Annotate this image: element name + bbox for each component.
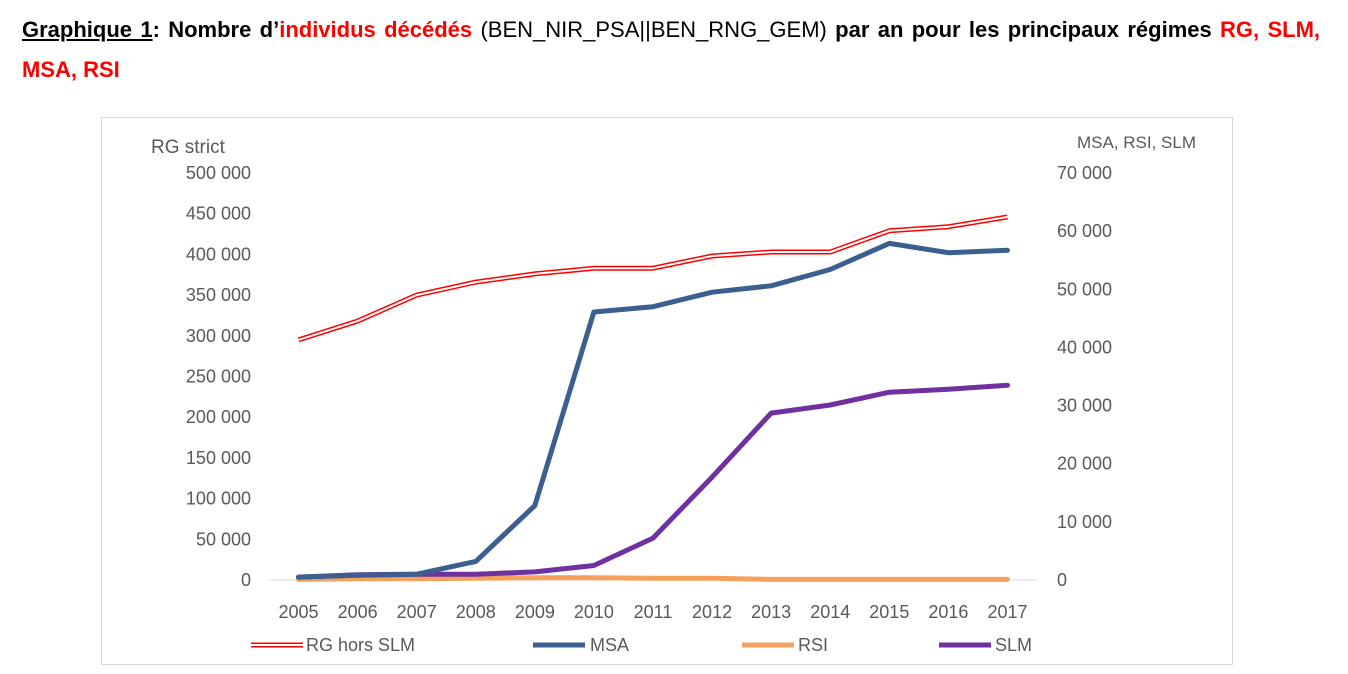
caption-label: Graphique 1 <box>22 17 153 42</box>
chart-caption: Graphique 1: Nombre d’individus décédés … <box>22 10 1320 90</box>
caption-highlight-regimes: RG, SLM, MSA, RSI <box>22 17 1321 82</box>
legend-label-rsi: RSI <box>798 635 828 655</box>
left-tick-label: 150 000 <box>186 448 251 468</box>
x-tick-label: 2008 <box>456 602 496 622</box>
x-tick-label: 2013 <box>751 602 791 622</box>
right-tick-label: 60 000 <box>1057 221 1112 241</box>
x-tick-label: 2015 <box>869 602 909 622</box>
legend-label-slm: SLM <box>995 635 1032 655</box>
left-tick-label: 350 000 <box>186 285 251 305</box>
right-tick-label: 70 000 <box>1057 163 1112 183</box>
right-axis-title: MSA, RSI, SLM <box>1077 133 1196 152</box>
left-tick-label: 300 000 <box>186 326 251 346</box>
x-tick-label: 2005 <box>279 602 319 622</box>
series-line-msa <box>296 240 1010 580</box>
series-line-rg-hors-slm-inner <box>298 216 1008 341</box>
x-tick-label: 2006 <box>338 602 378 622</box>
right-tick-label: 40 000 <box>1057 337 1112 357</box>
left-axis-title: RG strict <box>151 137 226 158</box>
x-tick-label: 2016 <box>928 602 968 622</box>
x-tick-label: 2011 <box>634 602 673 622</box>
right-tick-label: 20 000 <box>1057 454 1112 474</box>
caption-variables: (BEN_NIR_PSA||BEN_RNG_GEM) <box>472 17 827 42</box>
x-tick-label: 2010 <box>574 602 614 622</box>
right-tick-label: 10 000 <box>1057 512 1112 532</box>
caption-highlight-deceased: individus décédés <box>279 17 473 42</box>
left-tick-label: 500 000 <box>186 163 251 183</box>
caption-part3: par an pour les principaux régimes <box>826 17 1221 42</box>
right-tick-label: 0 <box>1057 570 1067 590</box>
chart-area: RG strict MSA, RSI, SLM 0 50 000 100 000 150 … <box>101 117 1233 665</box>
caption-colon: : <box>152 17 160 42</box>
x-tick-label: 2009 <box>515 602 555 622</box>
right-tick-label: 30 000 <box>1057 396 1112 416</box>
series-line-rg-hors-slm <box>297 214 1008 343</box>
x-tick-label: 2014 <box>810 602 850 622</box>
line-chart: RG strict MSA, RSI, SLM 0 50 000 100 000 150 … <box>151 133 1196 655</box>
left-tick-label: 100 000 <box>186 489 251 509</box>
series-line-rsi <box>296 575 1010 582</box>
left-tick-label: 50 000 <box>196 529 251 549</box>
left-tick-label: 0 <box>241 570 251 590</box>
legend-label-rg-hors-slm: RG hors SLM <box>306 635 415 655</box>
left-tick-label: 200 000 <box>186 407 251 427</box>
legend-label-msa: MSA <box>590 635 629 655</box>
x-tick-label: 2007 <box>397 602 437 622</box>
left-tick-label: 450 000 <box>186 204 251 224</box>
x-tick-label: 2012 <box>692 602 732 622</box>
left-tick-label: 250 000 <box>186 367 251 387</box>
series-line-slm <box>296 382 1010 580</box>
x-tick-label: 2017 <box>987 602 1027 622</box>
left-tick-label: 400 000 <box>186 244 251 264</box>
caption-part1: Nombre d’ <box>159 17 280 42</box>
right-tick-label: 50 000 <box>1057 279 1112 299</box>
